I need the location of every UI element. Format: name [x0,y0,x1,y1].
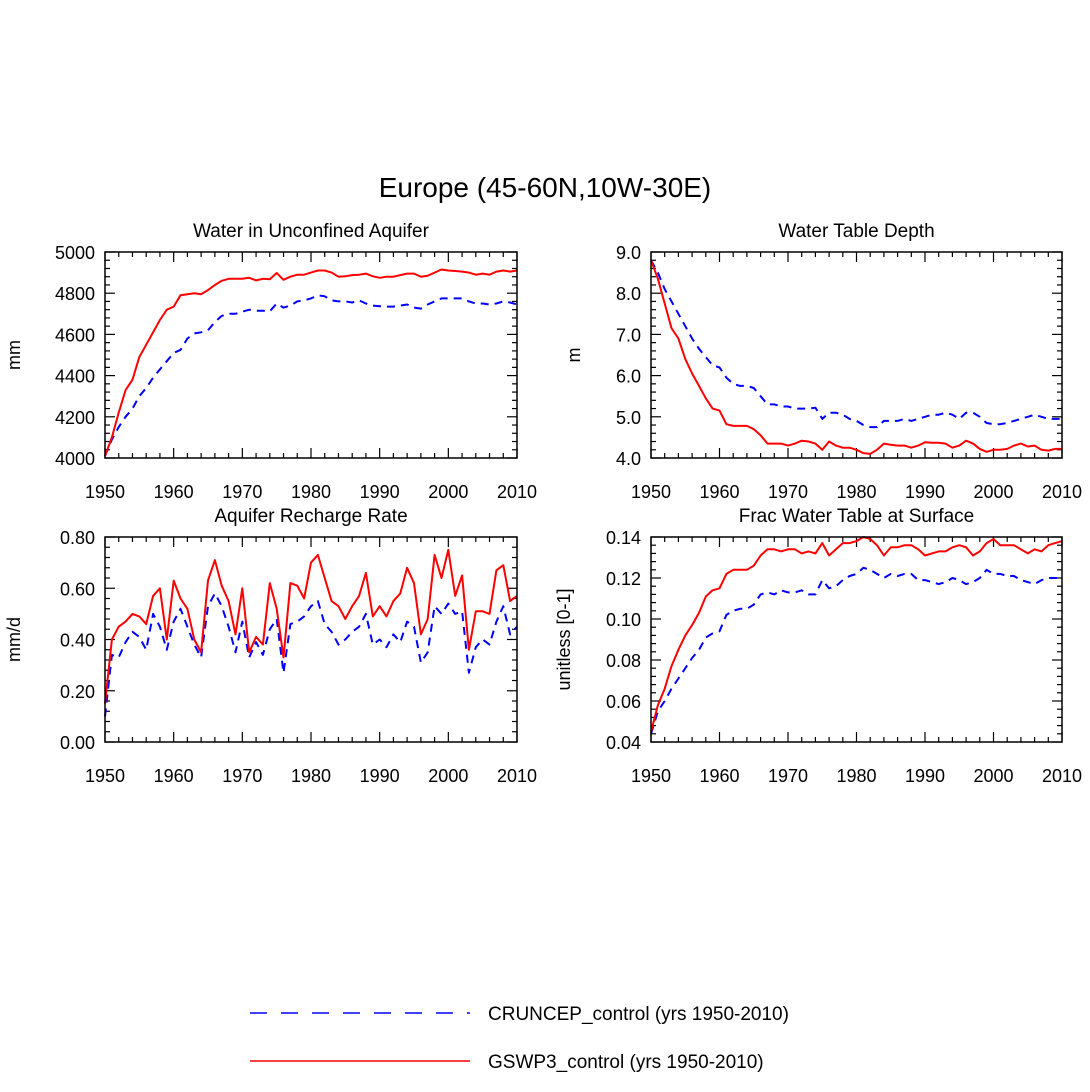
y-tick-label: 0.80 [60,528,95,548]
series-line-gswp3 [650,536,1063,733]
x-tick-label: 1990 [360,766,400,786]
x-tick-label: 2010 [1042,766,1082,786]
y-tick-label: 9.0 [616,243,641,263]
panel-1: Water in Unconfined Aquifer mm 1950 1960 197… [4,221,537,502]
plot-frame [104,251,518,459]
y-axis-label: mm/d [4,617,24,662]
x-tick-label: 2000 [428,482,468,502]
y-tick-label: 0.20 [60,682,95,702]
x-tick-label: 1990 [905,766,945,786]
x-tick-label: 1960 [699,482,739,502]
y-tick-label: 4400 [55,367,95,387]
y-tick-label: 0.14 [606,528,641,548]
legend-label-gswp3: GSWP3_control (yrs 1950-2010) [488,1052,764,1073]
panel-title: Frac Water Table at Surface [739,506,975,527]
y-tick-label: 0.06 [606,692,641,712]
y-tick-label: 8.0 [616,284,641,304]
series-line-gswp3 [104,548,518,704]
x-tick-label: 1960 [154,766,194,786]
x-tick-label: 2010 [1042,482,1082,502]
y-axis-label: m [564,348,584,363]
chart-panels: Water in Unconfined Aquifer mm 1950 1960 197… [4,221,1082,786]
y-tick-label: 0.04 [606,733,641,753]
plot-frame [104,536,518,743]
x-tick-label: 1960 [154,482,194,502]
y-tick-label: 0.60 [60,579,95,599]
series-line-cruncep [650,566,1062,735]
x-tick-label: 2000 [973,482,1013,502]
x-tick-label: 1950 [631,482,671,502]
y-tick-label: 5.0 [616,408,641,428]
y-tick-label: 0.08 [606,651,641,671]
x-tick-label: 1950 [85,766,125,786]
x-tick-label: 1980 [836,766,876,786]
plot-frame [650,251,1063,459]
y-tick-label: 4200 [55,408,95,428]
main-title: Europe (45-60N,10W-30E) [379,172,712,203]
x-tick-label: 1970 [222,766,262,786]
panel-3: Aquifer Recharge Rate mm/d 1950 1960 1970 198… [4,506,537,786]
series-line-cruncep [104,294,518,457]
x-tick-label: 2000 [973,766,1013,786]
y-axis-label: mm [4,340,24,370]
x-tick-label: 1990 [905,482,945,502]
x-tick-label: 1970 [768,766,808,786]
panel-2: Water Table Depth m 1950 1960 1970 1980 1990 20… [564,221,1082,502]
x-tick-label: 2000 [428,766,468,786]
x-tick-label: 1950 [631,766,671,786]
series-line-cruncep [650,259,1062,429]
x-tick-label: 1970 [768,482,808,502]
y-tick-label: 4600 [55,325,95,345]
y-tick-label: 6.0 [616,367,641,387]
y-tick-label: 0.10 [606,610,641,630]
x-tick-label: 1980 [836,482,876,502]
y-axis-label: unitless [0-1] [554,588,574,690]
y-tick-label: 0.00 [60,733,95,753]
y-tick-label: 0.12 [606,569,641,589]
x-tick-label: 1960 [699,766,739,786]
legend: CRUNCEP_control (yrs 1950-2010) GSWP3_co… [250,1004,789,1073]
plot-frame [650,536,1063,743]
x-tick-label: 1980 [291,482,331,502]
x-tick-label: 2010 [497,766,537,786]
x-tick-label: 1970 [222,482,262,502]
panel-title: Water Table Depth [778,221,934,242]
series-line-cruncep [104,592,518,717]
panel-title: Aquifer Recharge Rate [214,506,407,527]
x-tick-label: 1980 [291,766,331,786]
y-tick-label: 7.0 [616,325,641,345]
legend-label-cruncep: CRUNCEP_control (yrs 1950-2010) [488,1004,789,1025]
y-tick-label: 4800 [55,284,95,304]
y-tick-label: 4.0 [616,449,641,469]
x-tick-label: 1990 [360,482,400,502]
panel-title: Water in Unconfined Aquifer [193,221,430,242]
series-line-gswp3 [104,268,518,457]
series-line-gswp3 [650,259,1062,455]
y-tick-label: 0.40 [60,631,95,651]
x-tick-label: 1950 [85,482,125,502]
x-tick-label: 2010 [497,482,537,502]
y-tick-label: 5000 [55,243,95,263]
panel-4: Frac Water Table at Surface unitless [0-1… [554,506,1082,786]
y-tick-label: 4000 [55,449,95,469]
